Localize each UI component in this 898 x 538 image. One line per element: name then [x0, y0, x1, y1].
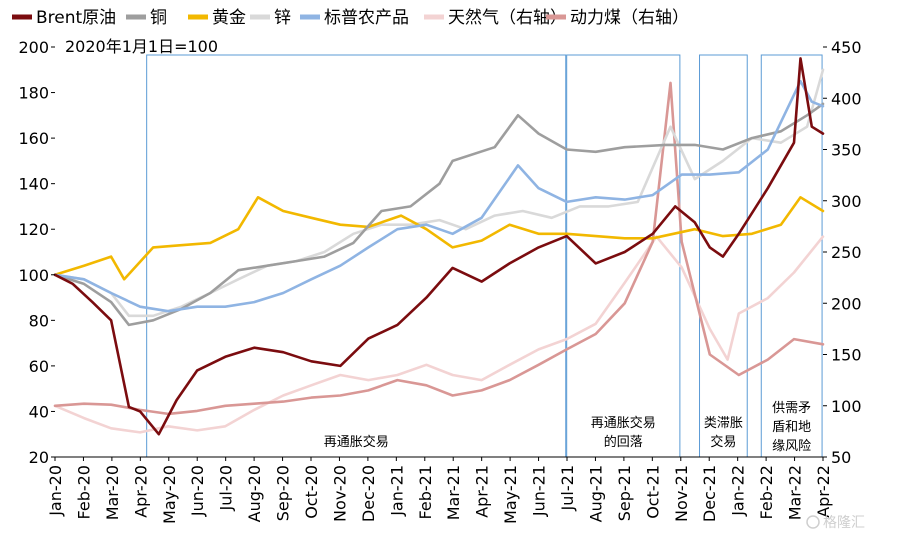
- x-tick-label: Apr-22: [814, 465, 833, 518]
- x-tick-label: Apr-20: [131, 465, 150, 518]
- right-tick-label: 350: [831, 141, 862, 160]
- period-label-4-line-3: 缘风险: [772, 439, 811, 454]
- left-tick-label: 100: [18, 266, 49, 285]
- x-tick-label: Jun-20: [188, 465, 207, 517]
- x-tick-label: May-20: [160, 465, 179, 524]
- period-label-4-line-1: 供需矛: [772, 401, 811, 416]
- legend-label-1: Brent原油: [36, 8, 116, 28]
- x-tick-label: Mar-21: [444, 465, 463, 520]
- right-tick-label: 400: [831, 89, 862, 108]
- x-tick-label: Oct-20: [302, 465, 321, 519]
- period-label-2-line-1: 再通胀交易: [591, 415, 656, 431]
- x-tick-label: Mar-20: [103, 465, 122, 520]
- series-lines: [53, 57, 825, 436]
- x-tick-label: Aug-20: [245, 465, 264, 522]
- period-box-4: [760, 54, 823, 458]
- x-tick-label: Dec-21: [700, 465, 719, 522]
- period-label-2-line-2: 的回落: [604, 434, 643, 450]
- period-label-4-line-2: 盾和地: [772, 420, 811, 435]
- x-tick-label: Nov-21: [672, 465, 691, 522]
- left-tick-label: 200: [18, 38, 49, 57]
- x-tick-label: Sep-21: [615, 465, 634, 521]
- x-axis: Jan-20 Feb-20 Mar-20 Apr-20 May-20 Jun-20 Jul-…: [46, 456, 833, 524]
- period-label-1-line-1: 再通胀交易: [324, 434, 389, 450]
- x-tick-label: Jan-22: [729, 465, 748, 517]
- right-tick-label: 300: [831, 192, 862, 211]
- x-tick-label: Aug-21: [586, 465, 605, 522]
- left-tick-label: 60: [29, 357, 49, 376]
- left-tick-label: 140: [18, 175, 49, 194]
- x-tick-label: Mar-22: [786, 465, 805, 520]
- right-tick-label: 200: [831, 294, 862, 313]
- x-tick-label: Oct-21: [643, 465, 662, 519]
- left-tick-label: 80: [29, 311, 49, 330]
- legend-label-5: 标普农产品: [324, 8, 409, 28]
- series-line-铜: [53, 102, 825, 327]
- series-line-标普农产品: [53, 79, 825, 313]
- left-tick-label: 20: [29, 448, 49, 467]
- x-tick-label: Feb-22: [757, 465, 776, 519]
- left-tick-label: 160: [18, 129, 49, 148]
- x-tick-label: Nov-20: [330, 465, 349, 522]
- right-tick-label: 150: [831, 346, 862, 365]
- x-tick-label: Jun-21: [530, 465, 549, 517]
- x-tick-label: Apr-21: [473, 465, 492, 518]
- x-tick-label: Jan-20: [46, 465, 65, 517]
- series-line-天然气右轴: [53, 235, 825, 434]
- left-y-axis: 20 40 60 80 100 120 140 160 180 200: [18, 38, 55, 467]
- legend-label-7: 动力煤（右轴）: [570, 8, 689, 28]
- baseline-note: 2020年1月1日=100: [65, 37, 218, 56]
- watermark: 格隆汇: [806, 515, 865, 531]
- right-y-axis: 50 100 150 200 250 300 350 400 450: [823, 38, 862, 467]
- series-line-黄金: [53, 196, 825, 281]
- period-label-3-line-2: 交易: [710, 434, 736, 450]
- left-tick-label: 180: [18, 84, 49, 103]
- left-tick-label: 40: [29, 402, 49, 421]
- x-tick-label: Jul-21: [558, 465, 577, 511]
- x-tick-label: Feb-20: [74, 465, 93, 519]
- x-tick-label: Jul-20: [217, 465, 236, 511]
- right-tick-label: 250: [831, 243, 862, 262]
- series-line-Brent原油: [53, 57, 825, 436]
- x-tick-label: May-21: [501, 465, 520, 524]
- period-label-3-line-1: 类滞胀: [704, 416, 743, 431]
- right-tick-label: 50: [831, 448, 851, 467]
- left-tick-label: 120: [18, 220, 49, 239]
- watermark-text: 格隆汇: [823, 515, 865, 531]
- series-line-动力煤右轴: [53, 81, 825, 416]
- x-tick-label: Feb-21: [416, 465, 435, 519]
- legend-label-2: 铜: [150, 8, 167, 28]
- x-tick-label: Sep-20: [274, 465, 293, 521]
- period-box-2: [566, 54, 681, 458]
- legend-label-6: 天然气（右轴）: [448, 8, 567, 28]
- watermark-logo-icon: [806, 515, 820, 529]
- series-line-锌: [53, 68, 825, 318]
- x-tick-label: Dec-20: [359, 465, 378, 522]
- legend: Brent原油 铜 黄金 锌 标普农产品 天然气（右轴） 动力煤（右轴）: [12, 8, 689, 28]
- right-tick-label: 100: [831, 397, 862, 416]
- legend-label-4: 锌: [274, 8, 291, 28]
- legend-label-3: 黄金: [212, 8, 246, 28]
- right-tick-label: 450: [831, 38, 862, 57]
- x-tick-label: Jan-21: [387, 465, 406, 517]
